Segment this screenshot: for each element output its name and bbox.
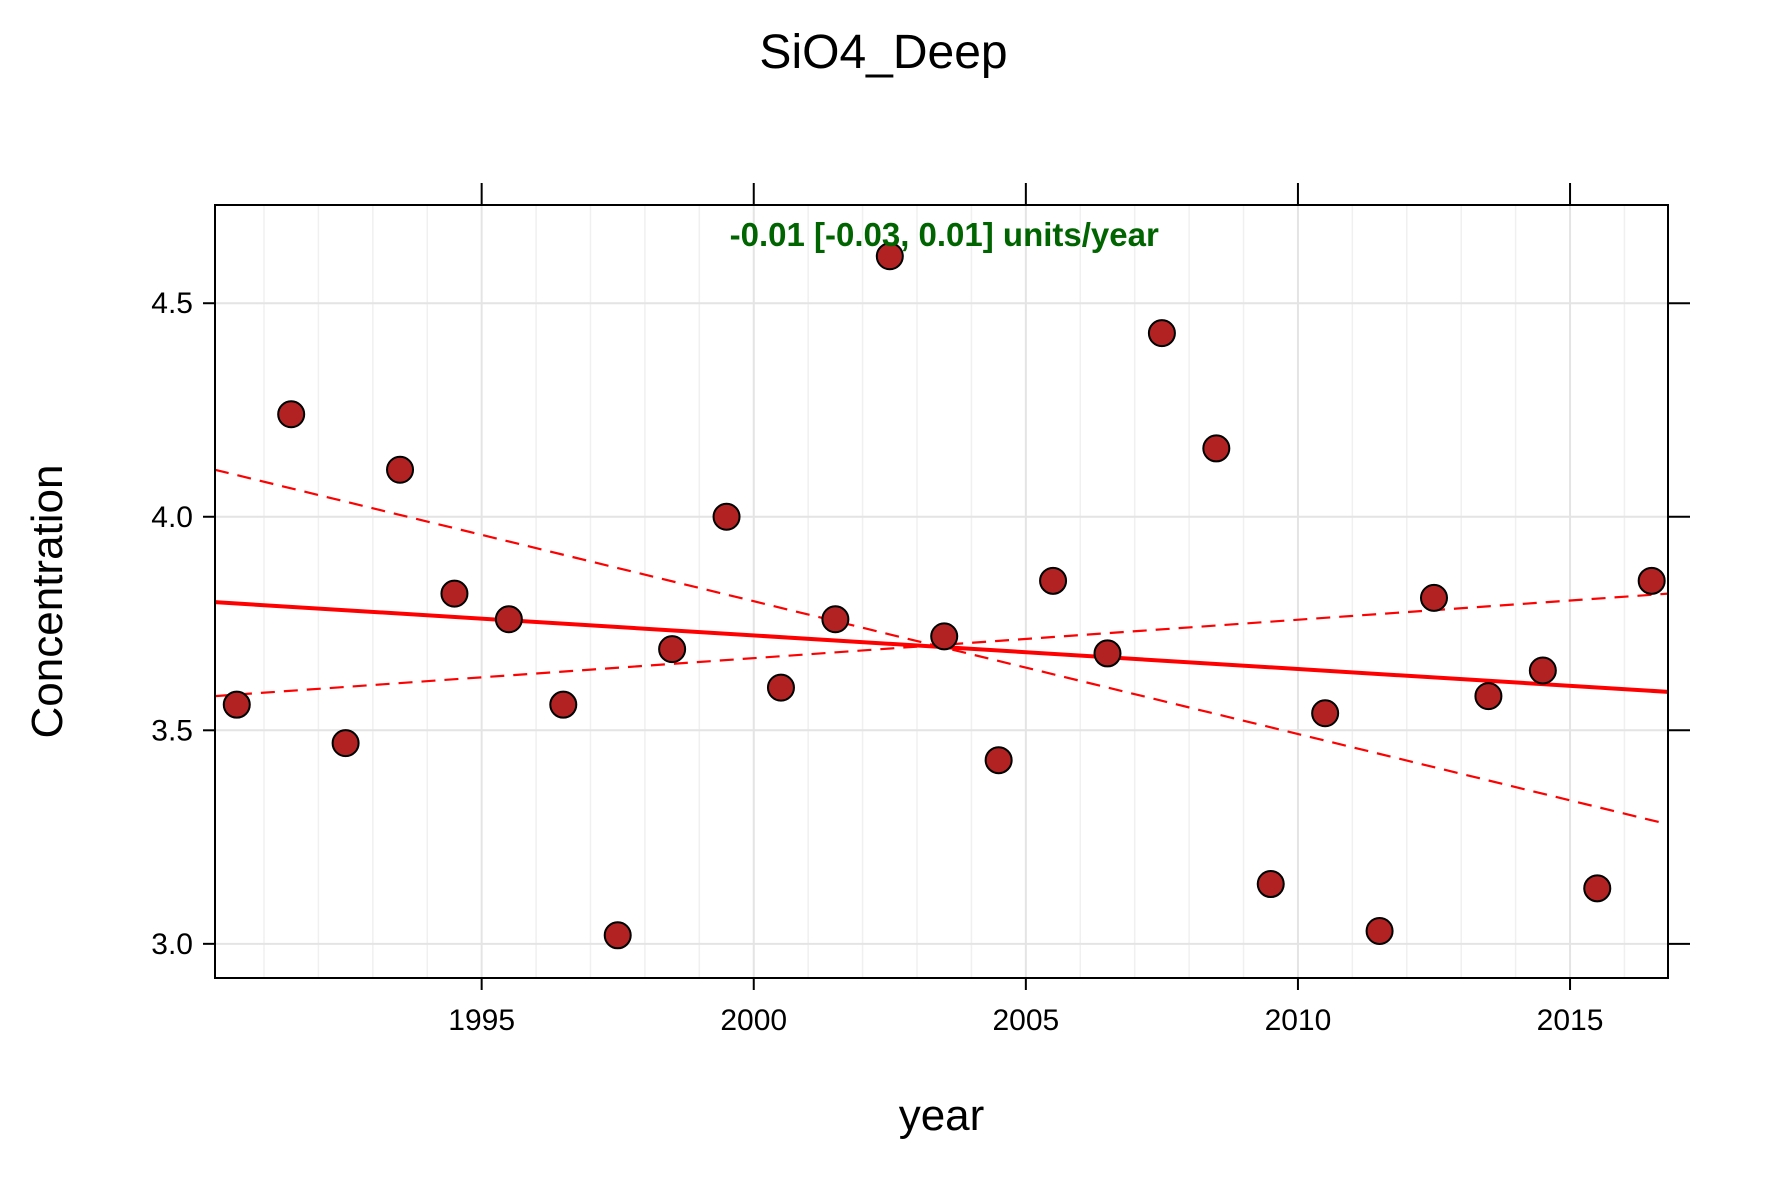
data-point (386, 455, 415, 484)
data-point (930, 622, 959, 651)
data-point (603, 921, 632, 950)
data-point (766, 673, 795, 702)
x-tick-label: 2005 (992, 1004, 1059, 1037)
x-tick-label: 1995 (448, 1004, 515, 1037)
data-point (821, 605, 850, 634)
x-tick-label: 2015 (1537, 1004, 1604, 1037)
trend-line-upper (214, 592, 1669, 698)
data-point (1147, 319, 1176, 348)
data-point (658, 635, 687, 664)
data-point (549, 690, 578, 719)
data-points (222, 242, 1666, 950)
data-point (494, 605, 523, 634)
data-point (875, 242, 904, 271)
data-point (984, 746, 1013, 775)
data-point (712, 502, 741, 531)
data-point (1311, 699, 1340, 728)
y-tick-label: 3.5 (151, 714, 193, 747)
data-point (222, 690, 251, 719)
axis-ticks: 1995 2000 2005 2010 2015 3.0 3.5 4.0 4.5 (151, 183, 1690, 1037)
y-tick-label: 3.0 (151, 928, 193, 961)
data-point (1365, 917, 1394, 946)
data-point (1256, 870, 1285, 899)
data-point (331, 729, 360, 758)
data-point (1202, 434, 1231, 463)
trend-annotation: -0.01 [-0.03, 0.01] units/year (730, 216, 1159, 253)
grid (215, 205, 1668, 978)
y-tick-label: 4.0 (151, 501, 193, 534)
x-axis-label: year (899, 1091, 985, 1140)
data-point (1528, 656, 1557, 685)
data-point (1419, 583, 1448, 612)
data-point (1039, 566, 1068, 595)
data-point (277, 400, 306, 429)
plot-frame (214, 204, 1669, 979)
x-tick-label: 2010 (1265, 1004, 1332, 1037)
data-point (1637, 566, 1666, 595)
data-point (1583, 874, 1612, 903)
y-tick-label: 4.5 (151, 287, 193, 320)
y-axis-label: Concentration (23, 465, 72, 739)
x-tick-label: 2000 (720, 1004, 787, 1037)
data-point (440, 579, 469, 608)
data-point (1474, 682, 1503, 711)
data-point (1093, 639, 1122, 668)
chart-title: SiO4_Deep (759, 26, 1007, 79)
